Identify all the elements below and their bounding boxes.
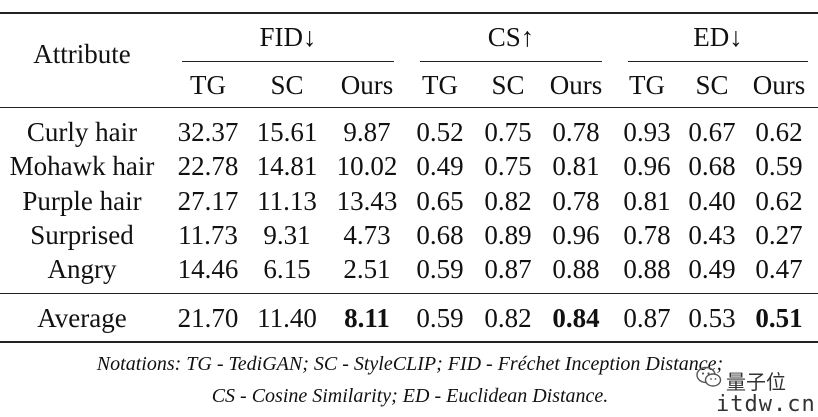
average-row-cell: 0.84 [552,303,600,333]
average-row-cell: 11.40 [257,303,317,333]
table-row-cell: 0.82 [484,186,532,216]
table-row-cell: 0.65 [416,186,464,216]
table-row-cell: 0.81 [623,186,671,216]
notation-line-2: CS - Cosine Similarity; ED - Euclidean D… [211,385,609,407]
table-row-cell: 0.78 [552,186,600,216]
average-row-cell: 0.82 [484,303,532,333]
table-row-cell: 0.93 [623,117,671,147]
top-rule [0,12,818,14]
table-row-cell: 0.59 [416,254,464,284]
column-header: TG [190,70,226,100]
table-row-cell: 0.62 [755,186,803,216]
group-header-cs: CS↑ [487,22,535,52]
table-row-cell: 6.15 [263,254,311,284]
table-row-cell: 11.73 [178,220,238,250]
table-row-cell: 0.87 [484,254,532,284]
column-header: TG [422,70,458,100]
average-row-cell: 8.11 [344,303,390,333]
table-row-cell: 0.49 [416,151,464,181]
table-row-cell: 0.68 [416,220,464,250]
table-row-cell: 10.02 [336,151,398,181]
table-row-cell: 9.31 [263,220,311,250]
attribute-header: Attribute [33,39,131,69]
table-row-cell: 0.78 [552,117,600,147]
average-rule [0,293,818,294]
table-row-cell: 14.81 [256,151,318,181]
table-row-cell: 9.87 [343,117,391,147]
average-row-cell: 0.53 [688,303,736,333]
table-row-cell: 0.67 [688,117,736,147]
average-row-cell: 0.59 [416,303,464,333]
wechat-icon [696,366,722,387]
column-header: SC [270,70,304,100]
group-rule-fid [182,61,394,62]
table-row-cell: 0.75 [484,117,532,147]
group-header-fid: FID↓ [259,22,317,52]
table-row-cell: 0.78 [623,220,671,250]
table-row-cell: 0.88 [623,254,671,284]
table-row-cell: 0.68 [688,151,736,181]
table-row-cell: 0.49 [688,254,736,284]
table-row-cell: 13.43 [336,186,398,216]
group-rule-cs [420,61,602,62]
header-rule [0,107,818,108]
table-row-cell: 0.52 [416,117,464,147]
table-row-cell: 4.73 [343,220,391,250]
column-header: Ours [549,70,603,100]
table-row-label: Curly hair [26,117,138,147]
table-row-cell: 11.13 [257,186,317,216]
table-row-label: Surprised [30,220,134,250]
column-header: TG [629,70,665,100]
average-row-label: Average [37,303,127,333]
table-row-cell: 0.96 [623,151,671,181]
group-rule-ed [628,61,808,62]
column-header: Ours [340,70,394,100]
table-row-cell: 0.81 [552,151,600,181]
table-row-cell: 0.27 [755,220,803,250]
watermark-site: itdw.cn [716,392,816,417]
average-row-cell: 21.70 [177,303,239,333]
table-row-label: Purple hair [22,186,142,216]
table-row-cell: 0.96 [552,220,600,250]
table-row-label: Mohawk hair [9,151,155,181]
column-header: Ours [752,70,806,100]
table-row-cell: 0.62 [755,117,803,147]
table-row-cell: 0.59 [755,151,803,181]
table-row-cell: 0.40 [688,186,736,216]
column-header: SC [491,70,525,100]
column-header: SC [695,70,729,100]
table-row-cell: 0.88 [552,254,600,284]
average-row-cell: 0.87 [623,303,671,333]
table-row-cell: 14.46 [177,254,239,284]
watermark-brand: 量子位 [726,370,786,394]
table-row-cell: 0.75 [484,151,532,181]
table-row-cell: 0.89 [484,220,532,250]
table-row-cell: 15.61 [256,117,318,147]
average-row-cell: 0.51 [755,303,803,333]
group-header-ed: ED↓ [693,22,743,52]
table-row-cell: 0.43 [688,220,736,250]
table-row-cell: 0.47 [755,254,803,284]
table-row-cell: 32.37 [177,117,239,147]
table-row-label: Angry [47,254,117,284]
notation-line-1: Notations: TG - TediGAN; SC - StyleCLIP;… [96,353,724,375]
bottom-rule [0,341,818,343]
table-row-cell: 22.78 [177,151,239,181]
table-row-cell: 27.17 [177,186,239,216]
table-row-cell: 2.51 [343,254,391,284]
